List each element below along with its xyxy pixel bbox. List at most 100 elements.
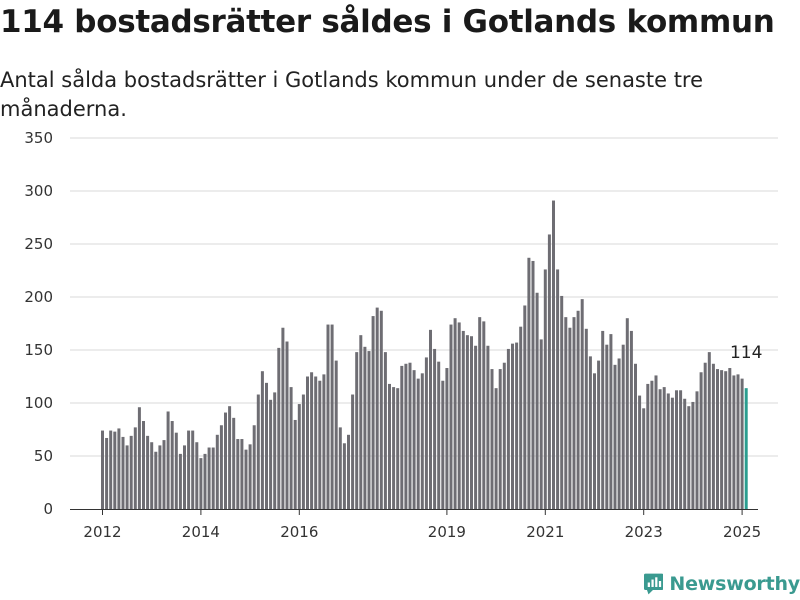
bar[interactable] — [170, 421, 174, 509]
bar[interactable] — [699, 372, 703, 509]
bar[interactable] — [683, 398, 687, 509]
bar[interactable] — [371, 316, 375, 509]
bar[interactable] — [367, 351, 371, 509]
bar[interactable] — [515, 342, 519, 509]
bar[interactable] — [424, 357, 428, 509]
bar[interactable] — [613, 364, 617, 509]
bar[interactable] — [129, 435, 133, 509]
bar[interactable] — [228, 406, 232, 509]
bar[interactable] — [605, 344, 609, 509]
bar[interactable] — [363, 346, 367, 509]
bar[interactable] — [236, 439, 240, 509]
bar[interactable] — [133, 427, 137, 509]
bar[interactable] — [277, 347, 281, 509]
bar[interactable] — [724, 371, 728, 509]
bar[interactable] — [318, 380, 322, 509]
bar[interactable] — [572, 317, 576, 509]
bar[interactable] — [601, 330, 605, 509]
bar[interactable] — [634, 363, 637, 509]
bar[interactable] — [502, 362, 506, 509]
bar[interactable] — [187, 430, 191, 509]
bar[interactable] — [740, 378, 744, 509]
bar[interactable] — [273, 392, 277, 509]
bar[interactable] — [732, 375, 736, 509]
bar[interactable] — [494, 388, 498, 509]
bar[interactable] — [736, 374, 740, 509]
bar[interactable] — [511, 343, 514, 509]
bar[interactable] — [588, 356, 592, 509]
bar[interactable] — [285, 341, 289, 509]
bar[interactable] — [146, 435, 150, 509]
bar[interactable] — [445, 368, 449, 509]
bar[interactable] — [560, 295, 564, 509]
bar[interactable] — [224, 412, 227, 509]
bar[interactable] — [728, 368, 732, 509]
bar[interactable] — [142, 421, 145, 509]
bar[interactable] — [195, 442, 199, 509]
bar[interactable] — [412, 370, 416, 509]
bar[interactable] — [658, 389, 662, 509]
bar[interactable] — [416, 378, 420, 509]
bar[interactable] — [506, 348, 510, 509]
bar[interactable] — [326, 324, 330, 509]
bar[interactable] — [609, 334, 613, 509]
bar[interactable] — [392, 387, 396, 509]
bar[interactable] — [178, 453, 182, 509]
bar[interactable] — [568, 327, 572, 509]
bar[interactable] — [539, 339, 543, 509]
bar[interactable] — [564, 317, 568, 509]
bar[interactable] — [547, 234, 551, 509]
bar[interactable] — [498, 369, 502, 509]
bar[interactable] — [433, 348, 437, 509]
bar[interactable] — [711, 363, 715, 509]
bar[interactable] — [556, 269, 560, 509]
bar[interactable] — [383, 352, 387, 509]
bar[interactable] — [465, 335, 469, 509]
bar[interactable] — [679, 390, 683, 509]
bar[interactable] — [584, 328, 588, 509]
bar[interactable] — [293, 419, 297, 509]
bar[interactable] — [342, 443, 346, 509]
bar[interactable] — [474, 345, 478, 509]
newsworthy-logo[interactable]: Newsworthy — [644, 568, 800, 600]
bar[interactable] — [256, 394, 260, 509]
bar[interactable] — [662, 387, 666, 509]
bar[interactable] — [101, 430, 104, 509]
bar[interactable] — [379, 310, 383, 509]
bar[interactable] — [621, 344, 625, 509]
bar[interactable] — [654, 375, 658, 509]
bar[interactable] — [400, 365, 404, 509]
bar[interactable] — [215, 434, 219, 509]
bar[interactable] — [478, 317, 482, 509]
bar[interactable] — [670, 397, 674, 509]
bar[interactable] — [199, 458, 203, 509]
bar[interactable] — [703, 362, 707, 509]
bar[interactable] — [576, 310, 580, 509]
bar[interactable] — [306, 376, 309, 510]
bar[interactable] — [252, 425, 256, 509]
bar[interactable] — [388, 383, 391, 509]
bar[interactable] — [638, 395, 642, 509]
bar[interactable] — [461, 330, 465, 509]
bar[interactable] — [150, 442, 154, 509]
bar[interactable] — [486, 345, 490, 509]
bar[interactable] — [695, 391, 699, 509]
bar[interactable] — [453, 318, 457, 509]
bar[interactable] — [330, 324, 334, 509]
bar[interactable] — [687, 406, 691, 509]
bar[interactable] — [207, 447, 211, 509]
bar[interactable] — [351, 394, 355, 509]
bar[interactable] — [121, 436, 125, 509]
bar[interactable] — [289, 387, 293, 509]
bar[interactable] — [642, 408, 646, 509]
bar[interactable] — [593, 373, 596, 509]
bar[interactable] — [666, 393, 670, 509]
bar[interactable] — [650, 380, 654, 509]
bar[interactable] — [720, 370, 724, 509]
bar[interactable] — [125, 445, 129, 509]
bar[interactable] — [552, 200, 555, 510]
bar[interactable] — [375, 307, 379, 509]
bar[interactable] — [449, 324, 453, 509]
bar[interactable] — [490, 369, 494, 509]
bar[interactable] — [203, 453, 207, 509]
